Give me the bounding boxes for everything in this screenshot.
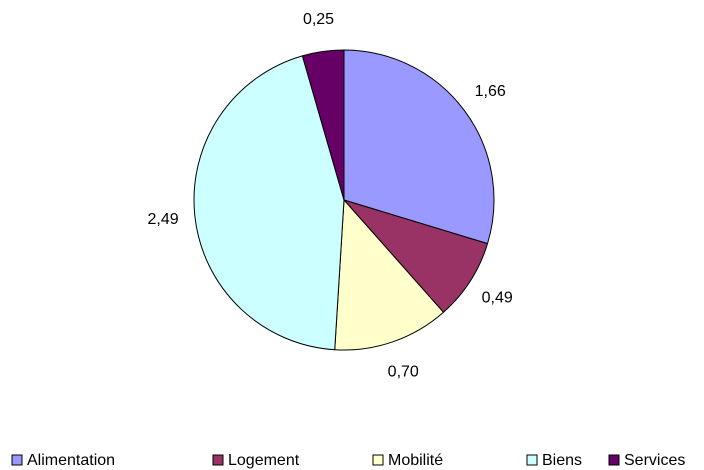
- data-label: 0,49: [482, 289, 513, 306]
- legend-label: Services: [624, 452, 685, 469]
- pie-slice: [193, 55, 345, 351]
- legend-label: Logement: [228, 452, 300, 469]
- legend-label: Alimentation: [27, 452, 115, 469]
- legend-swatch: [11, 454, 23, 466]
- legend-swatch: [372, 454, 384, 466]
- legend-label: Biens: [542, 452, 582, 469]
- data-label: 1,66: [475, 83, 506, 100]
- legend-label: Mobilité: [388, 452, 443, 469]
- pie-slice: [334, 198, 445, 351]
- pie-slice: [343, 49, 495, 245]
- legend-swatch: [212, 454, 224, 466]
- data-label: 2,49: [148, 211, 179, 228]
- pie-slice: [342, 199, 489, 313]
- data-label: 0,70: [388, 363, 419, 380]
- legend-swatch: [608, 454, 620, 466]
- data-label: 0,25: [303, 11, 334, 28]
- pie-slice: [301, 49, 345, 201]
- legend-swatch: [526, 454, 538, 466]
